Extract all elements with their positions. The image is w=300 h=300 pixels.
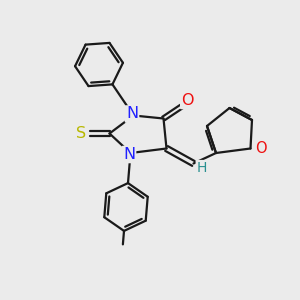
- Text: S: S: [76, 126, 86, 141]
- Text: H: H: [197, 161, 207, 175]
- Text: N: N: [123, 147, 135, 162]
- Text: N: N: [126, 106, 138, 122]
- Text: O: O: [255, 141, 267, 156]
- Text: O: O: [181, 93, 194, 108]
